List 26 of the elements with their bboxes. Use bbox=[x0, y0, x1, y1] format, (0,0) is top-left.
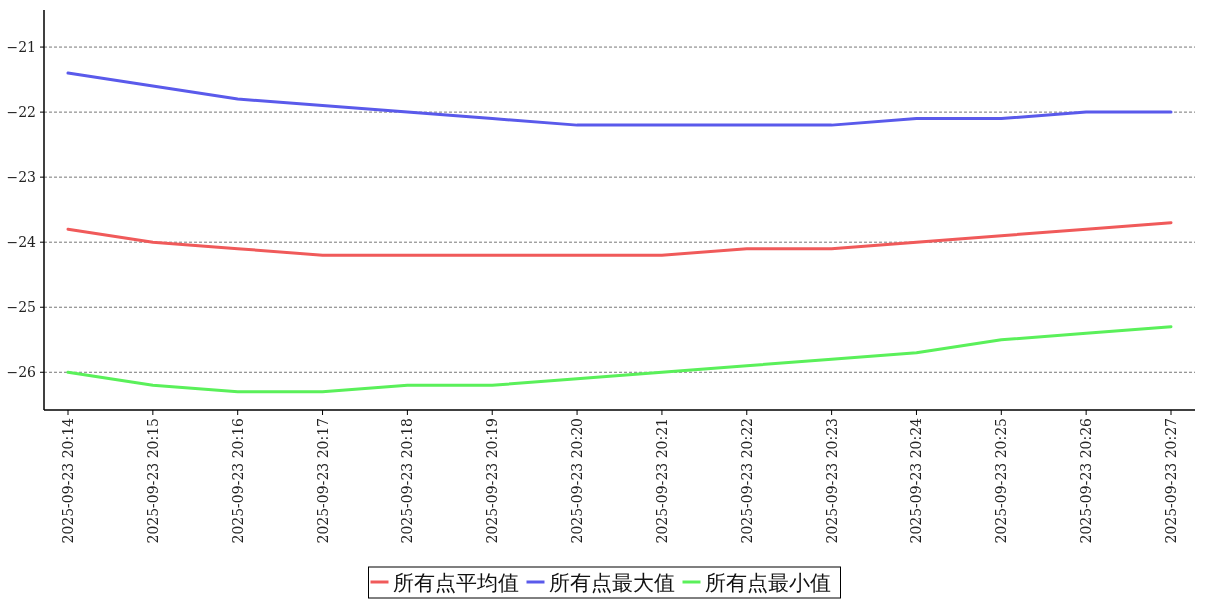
y-tick-label: −24 bbox=[6, 234, 37, 251]
x-tick-label: 2025-09-23 20:21 bbox=[653, 418, 670, 544]
line-series bbox=[66, 325, 1173, 394]
x-tick-label: 2025-09-23 20:27 bbox=[1163, 418, 1179, 544]
x-tick-label: 2025-09-23 20:19 bbox=[484, 418, 501, 544]
x-tick-label: 2025-09-23 20:25 bbox=[993, 418, 1010, 544]
x-tick-label: 2025-09-23 20:26 bbox=[1078, 417, 1095, 544]
line-series bbox=[66, 221, 1173, 257]
legend-label: 所有点最小值 bbox=[704, 571, 831, 595]
y-tick-label: −26 bbox=[6, 364, 37, 381]
x-tick-label: 2025-09-23 20:20 bbox=[569, 418, 586, 544]
y-tick-label: −21 bbox=[6, 39, 36, 56]
x-tick-label: 2025-09-23 20:14 bbox=[60, 417, 76, 544]
x-tick-label: 2025-09-23 20:18 bbox=[399, 418, 416, 544]
x-tick-label: 2025-09-23 20:23 bbox=[823, 418, 840, 544]
x-tick-label: 2025-09-23 20:22 bbox=[738, 418, 755, 544]
y-tick-label: −23 bbox=[6, 169, 36, 186]
y-tick-label: −25 bbox=[6, 299, 36, 316]
legend-label: 所有点最大值 bbox=[548, 571, 675, 595]
x-tick-label: 2025-09-23 20:24 bbox=[908, 417, 925, 544]
legend-label: 所有点平均值 bbox=[392, 571, 519, 595]
x-tick-label: 2025-09-23 20:15 bbox=[144, 418, 161, 544]
line-series bbox=[66, 71, 1173, 127]
y-tick-label: −22 bbox=[6, 104, 36, 121]
x-tick-label: 2025-09-23 20:16 bbox=[229, 417, 246, 544]
x-tick-label: 2025-09-23 20:17 bbox=[314, 418, 331, 544]
